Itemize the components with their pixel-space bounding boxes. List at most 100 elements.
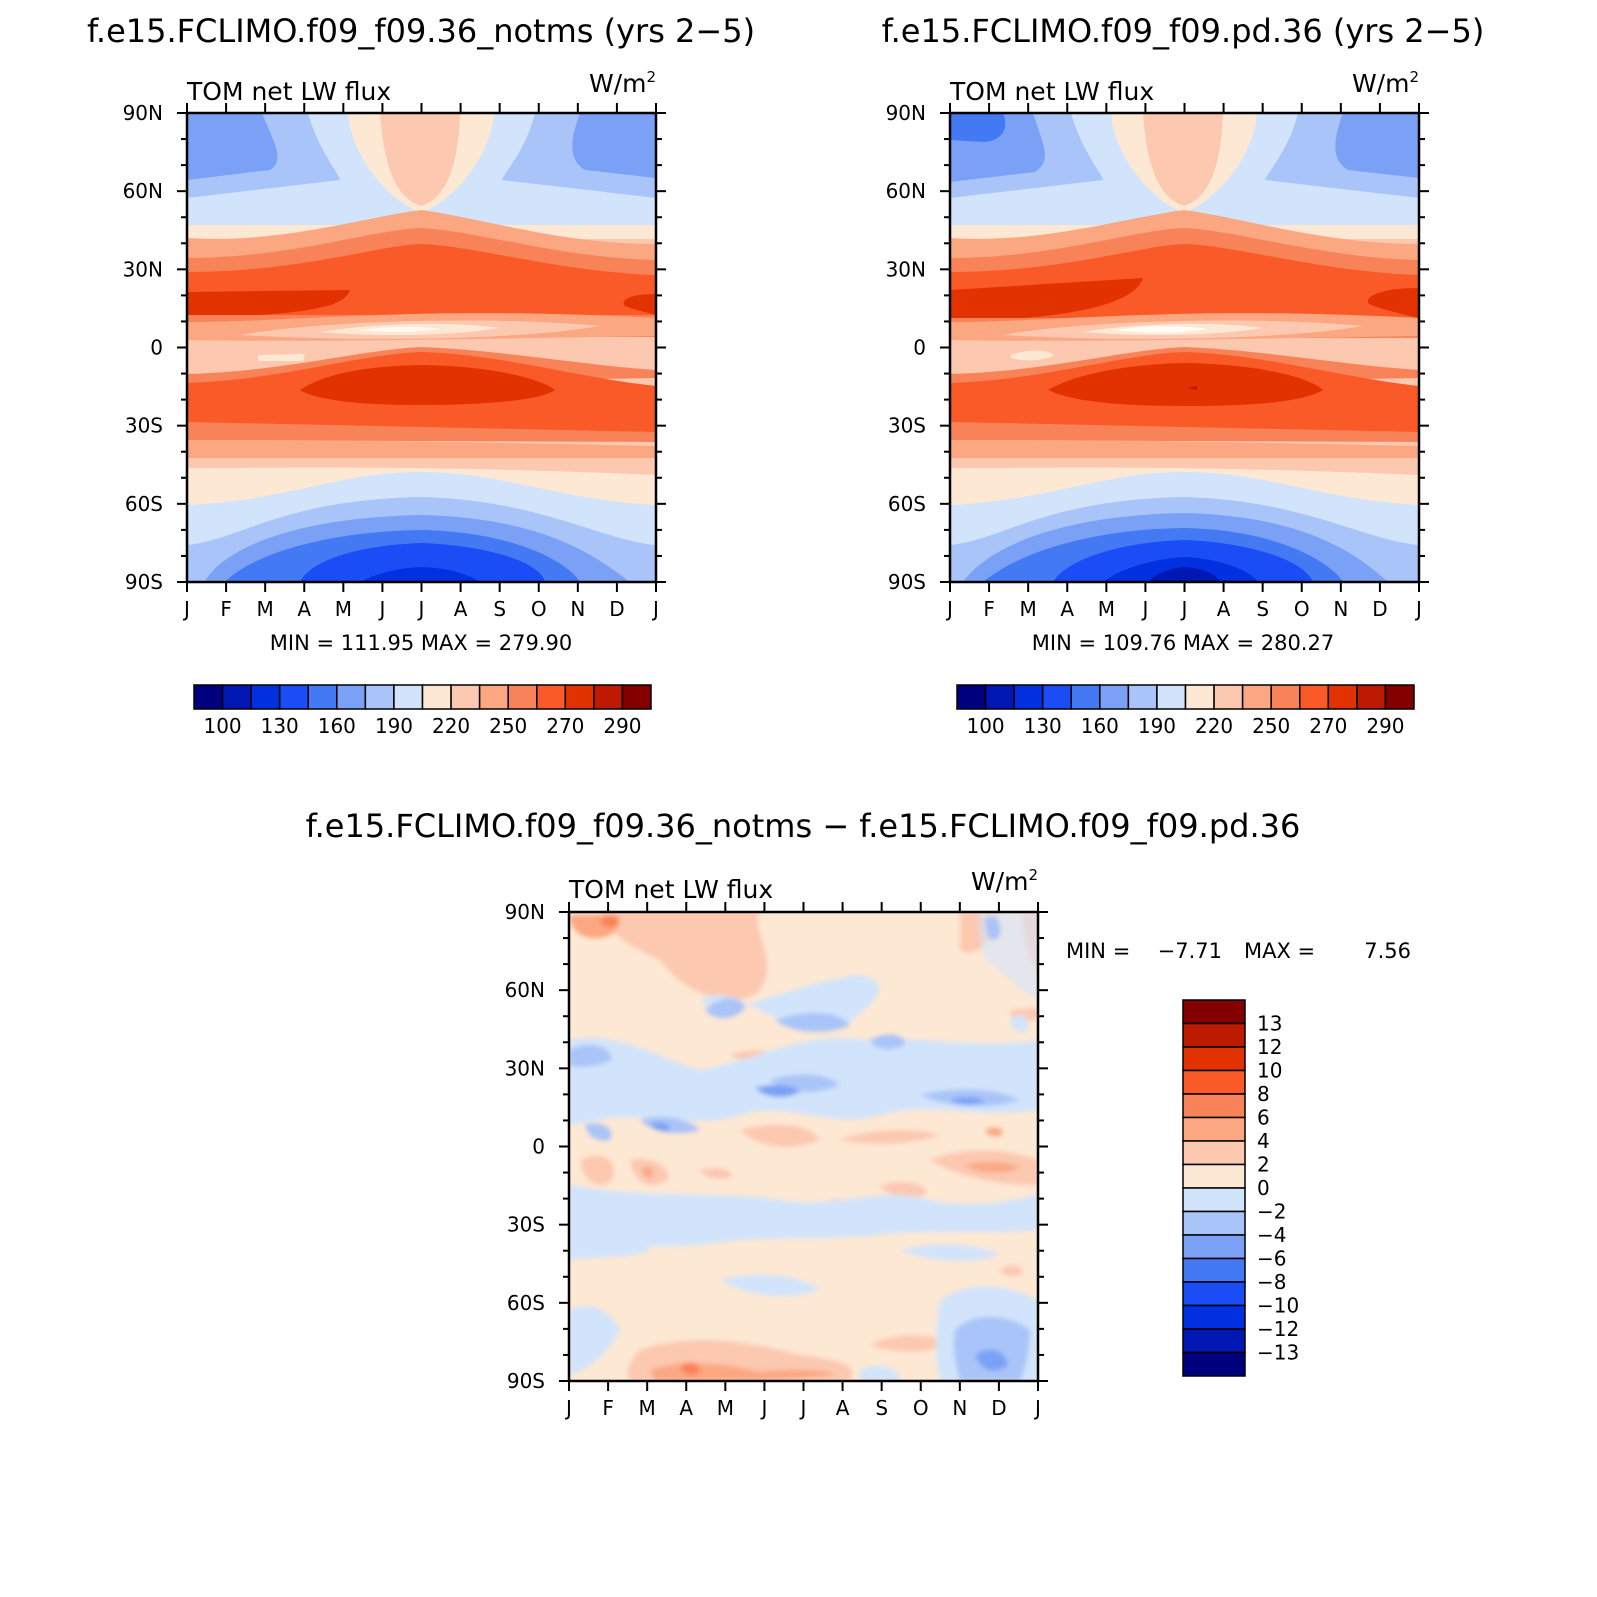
colorbar-box — [1182, 1163, 1246, 1189]
x-tick-label: S — [875, 1396, 888, 1420]
y-tick-marks — [177, 112, 666, 583]
plot-frame — [559, 902, 1048, 1391]
colorbar-box — [193, 684, 224, 710]
y-tick-label: 0 — [532, 1135, 545, 1159]
contour-field — [950, 113, 1419, 582]
colorbar-box — [1099, 684, 1130, 710]
x-tick-label: J — [1414, 597, 1422, 621]
colorbar-label: −8 — [1257, 1270, 1286, 1294]
colorbar-label: 100 — [966, 714, 1004, 738]
x-tick-label: A — [836, 1396, 850, 1420]
colorbar-box — [1384, 684, 1415, 710]
x-tick-label: J — [182, 597, 190, 621]
y-tick-label: 60N — [886, 179, 926, 203]
y-tick-label: 90S — [507, 1369, 545, 1393]
min-label: MIN = — [1066, 939, 1130, 963]
y-tick-label: 60N — [505, 978, 545, 1002]
colorbar-box — [307, 684, 338, 710]
y-tick-labels: 90N 60N 30N 0 30S 60S 90S — [505, 900, 545, 1393]
colorbar-label: 270 — [546, 714, 584, 738]
y-tick-label: 30S — [888, 414, 926, 438]
y-tick-label: 60S — [888, 492, 926, 516]
x-tick-label: O — [1294, 597, 1310, 621]
units-label: W/m2 — [971, 866, 1038, 896]
colorbar-box — [1013, 684, 1044, 710]
colorbar-label: 130 — [261, 714, 299, 738]
colorbar-box — [278, 684, 309, 710]
x-tick-label: F — [602, 1396, 614, 1420]
panel-notms: f.e15.FCLIMO.f09_f09.36_notms (yrs 2−5) … — [87, 12, 755, 738]
y-tick-label: 60S — [507, 1291, 545, 1315]
colorbar-label: 220 — [1195, 714, 1233, 738]
colorbar-box — [1182, 1304, 1246, 1330]
colorbar-box — [621, 684, 652, 710]
units-label: W/m2 — [1352, 68, 1419, 98]
plot-frame — [177, 103, 666, 592]
contour-field — [569, 912, 1038, 1381]
x-tick-label: J — [651, 597, 659, 621]
colorbar-box — [1356, 684, 1387, 710]
colorbar-box — [1182, 1281, 1246, 1307]
colorbar-box — [1182, 1187, 1246, 1213]
colorbar-label: 290 — [603, 714, 641, 738]
colorbar-label: 10 — [1257, 1059, 1282, 1083]
colorbar-box — [1270, 684, 1301, 710]
units-label: W/m2 — [589, 68, 656, 98]
colorbar-box — [1241, 684, 1272, 710]
left-label: TOM net LW flux — [568, 875, 773, 904]
x-tick-label: A — [454, 597, 468, 621]
colorbar-box — [336, 684, 367, 710]
y-tick-label: 30N — [505, 1056, 545, 1080]
x-tick-label: J — [945, 597, 953, 621]
x-tick-label: S — [1256, 597, 1269, 621]
min-max-stats: MIN = 109.76 MAX = 280.27 — [1032, 631, 1334, 655]
y-tick-label: 30N — [886, 257, 926, 281]
y-tick-label: 60S — [125, 492, 163, 516]
x-tick-label: J — [564, 1396, 572, 1420]
x-tick-label: M — [639, 1396, 656, 1420]
x-tick-label: J — [759, 1396, 767, 1420]
colorbar-label: 250 — [489, 714, 527, 738]
colorbar-box — [1070, 684, 1101, 710]
colorbar-box — [984, 684, 1015, 710]
colorbar-box — [1041, 684, 1072, 710]
colorbar-label: 4 — [1257, 1129, 1270, 1153]
x-tick-label: F — [983, 597, 995, 621]
colorbar-box — [1127, 684, 1158, 710]
x-tick-label: M — [717, 1396, 734, 1420]
colorbar-label: 0 — [1257, 1176, 1270, 1200]
colorbar-box — [1213, 684, 1244, 710]
x-tick-label: O — [913, 1396, 929, 1420]
colorbar-label: 250 — [1252, 714, 1290, 738]
y-tick-marks — [940, 112, 1429, 583]
colorbar-box — [593, 684, 624, 710]
left-label: TOM net LW flux — [949, 77, 1154, 106]
x-tick-marks — [186, 103, 657, 592]
y-tick-label: 90N — [886, 101, 926, 125]
y-tick-label: 90N — [123, 101, 163, 125]
x-tick-label: M — [257, 597, 274, 621]
y-tick-label: 90S — [125, 570, 163, 594]
x-tick-label: N — [1333, 597, 1348, 621]
colorbar-box — [393, 684, 424, 710]
colorbar: 100 130 160 190 220 250 270 290 — [193, 684, 652, 738]
colorbar-label: −13 — [1257, 1341, 1299, 1365]
colorbar-label: 8 — [1257, 1082, 1270, 1106]
x-tick-label: N — [570, 597, 585, 621]
x-tick-label: M — [335, 597, 352, 621]
colorbar-box — [1182, 1234, 1246, 1260]
colorbar-label: −2 — [1257, 1200, 1286, 1224]
y-tick-label: 30N — [123, 257, 163, 281]
colorbar-label: 100 — [203, 714, 241, 738]
y-tick-label: 30S — [125, 414, 163, 438]
x-tick-marks — [949, 103, 1420, 592]
colorbar-label: 6 — [1257, 1106, 1270, 1130]
colorbar-box — [364, 684, 395, 710]
x-tick-label: S — [493, 597, 506, 621]
max-label: MAX = — [1244, 939, 1315, 963]
colorbar-box — [250, 684, 281, 710]
plot-frame — [940, 103, 1429, 592]
colorbar: 100 130 160 190 220 250 270 290 — [956, 684, 1415, 738]
